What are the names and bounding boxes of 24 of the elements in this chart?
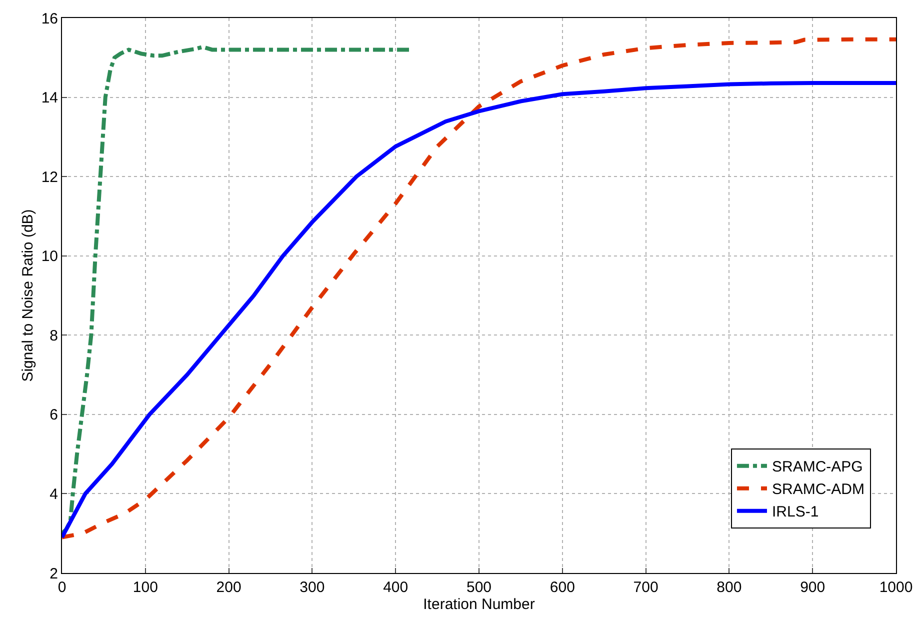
x-tick-label: 1000 bbox=[879, 579, 913, 596]
y-tick-label: 14 bbox=[41, 90, 58, 107]
x-tick-label: 700 bbox=[633, 579, 658, 596]
x-tick-label: 100 bbox=[132, 579, 158, 596]
x-tick-label: 500 bbox=[466, 579, 492, 596]
y-tick-label: 6 bbox=[50, 406, 58, 424]
x-tick-label: 200 bbox=[216, 579, 242, 596]
y-tick-label: 2 bbox=[50, 565, 58, 582]
x-tick-label: 300 bbox=[300, 579, 325, 596]
x-tick-label: 400 bbox=[383, 579, 408, 596]
legend-label: IRLS-1 bbox=[772, 504, 819, 521]
x-tick-label: 600 bbox=[550, 579, 575, 596]
x-tick-label: 900 bbox=[800, 579, 826, 596]
y-axis-title: Signal to Noise Ratio (dB) bbox=[20, 209, 37, 382]
y-tick-label: 8 bbox=[50, 327, 58, 344]
legend-label: SRAMC-APG bbox=[772, 458, 863, 476]
y-tick-label: 4 bbox=[50, 486, 58, 503]
x-tick-label: 0 bbox=[58, 579, 66, 596]
y-tick-label: 10 bbox=[41, 248, 58, 266]
y-tick-label: 12 bbox=[41, 168, 58, 186]
x-tick-label: 800 bbox=[716, 579, 742, 596]
y-tick-label: 16 bbox=[41, 10, 58, 28]
legend-label: SRAMC-ADM bbox=[772, 481, 864, 498]
x-axis-title: Iteration Number bbox=[423, 596, 535, 613]
